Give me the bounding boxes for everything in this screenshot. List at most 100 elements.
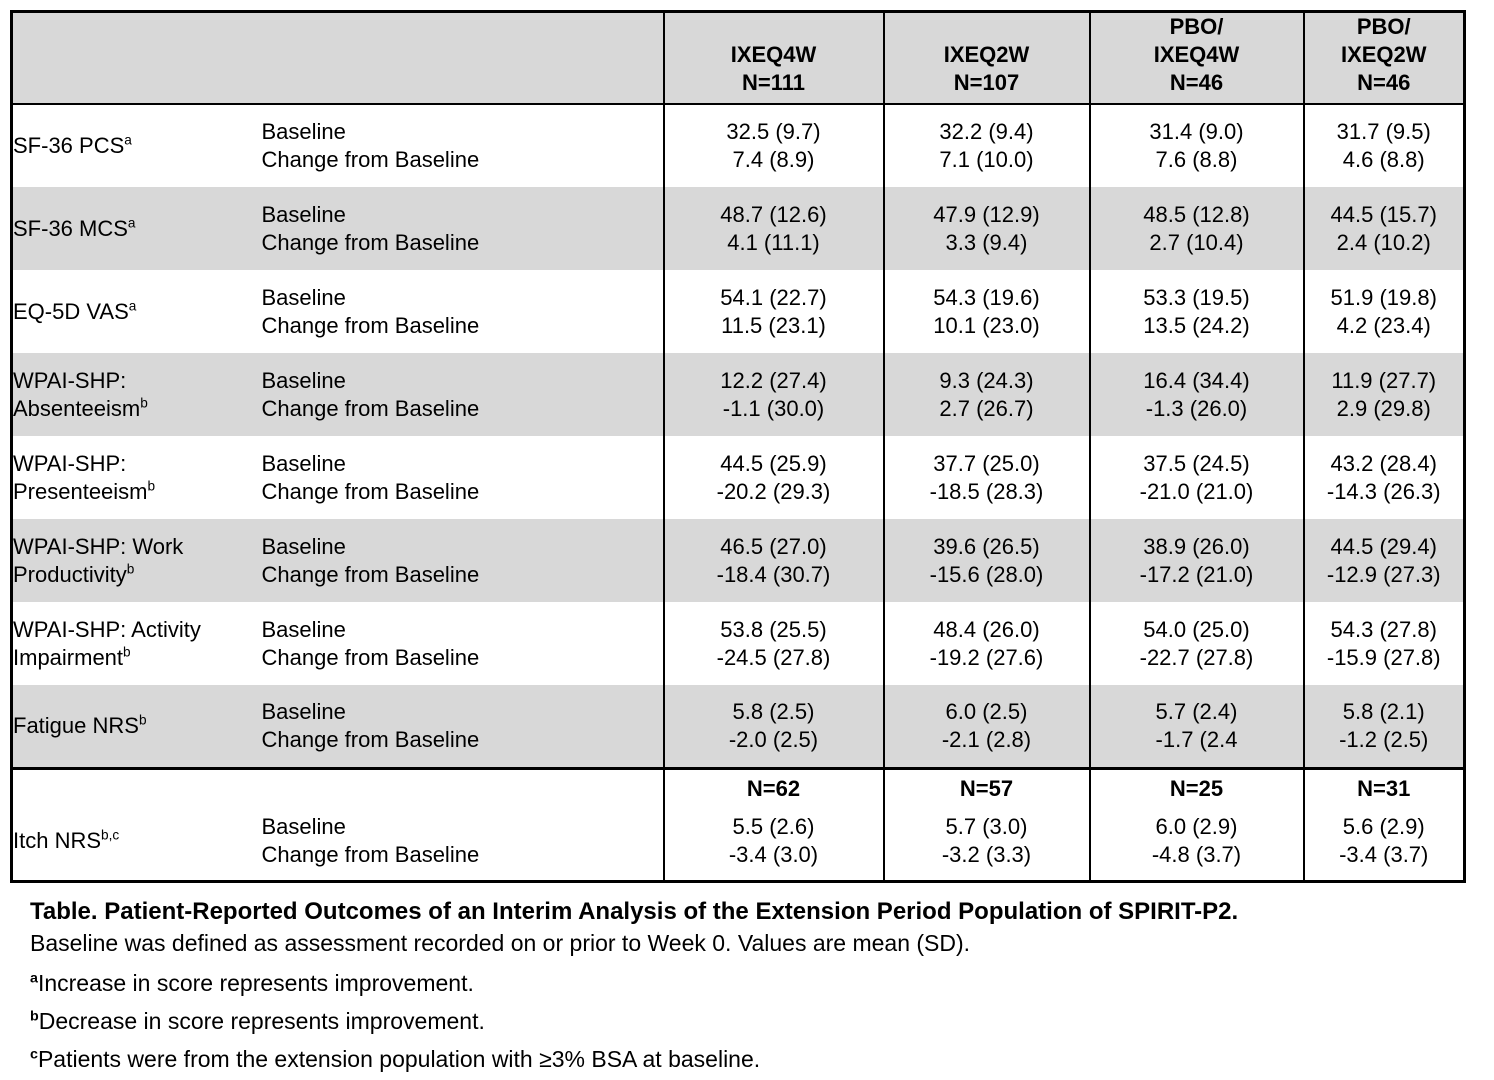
value-line: 9.3 (24.3) xyxy=(939,367,1034,393)
value-line: 13.5 (24.2) xyxy=(1143,312,1250,338)
row-label-line: Fatigue NRSb xyxy=(13,712,147,738)
value-line: 3.3 (9.4) xyxy=(945,229,1028,255)
row-label-line: SF-36 MCSa xyxy=(13,215,136,241)
value-line: 31.4 (9.0) xyxy=(1149,119,1244,144)
value-line: 12.2 (27.4) xyxy=(720,367,827,393)
caption-subtitle: Baseline was defined as assessment recor… xyxy=(30,930,971,956)
value-line: 7.1 (10.0) xyxy=(939,147,1034,172)
value-line: 4.6 (8.8) xyxy=(1342,147,1425,172)
data-cell: N=62 5.5 (2.6) -3.4 (3.0) xyxy=(662,766,884,881)
measure-cell: Baseline Change from Baseline xyxy=(262,602,664,685)
header-cell: PBO/IXEQ4W N=46 xyxy=(1088,11,1304,105)
value-line: -14.3 (26.3) xyxy=(1326,478,1441,504)
measure-cell: Baseline Change from Baseline xyxy=(262,685,664,768)
value-line: 43.2 (28.4) xyxy=(1330,450,1437,476)
data-cell: 32.5 (9.7) 7.4 (8.9) xyxy=(662,104,884,187)
value-line: 32.5 (9.7) xyxy=(726,119,821,144)
measure-cell: Baseline Change from Baseline xyxy=(262,436,664,519)
value-line: 32.2 (9.4) xyxy=(939,119,1034,144)
data-cell: 5.8 (2.1) -1.2 (2.5) xyxy=(1302,685,1465,768)
data-cell: 44.5 (29.4) -12.9 (27.3) xyxy=(1302,519,1465,602)
measure-line: Baseline xyxy=(261,119,346,144)
measure-cell: Baseline Change from Baseline xyxy=(261,766,664,881)
data-cell: 5.7 (2.4) -1.7 (2.4 xyxy=(1088,685,1304,768)
bottom-values: 5.7 (3.0) -3.2 (3.3) xyxy=(886,813,1089,869)
header-row: IXEQ4W N=111 IXEQ2W N=107 PBO/IXEQ4W N=46 PBO/… xyxy=(11,11,1465,105)
data-cell: N=25 6.0 (2.9) -4.8 (3.7) xyxy=(1088,766,1304,881)
value-line: 54.3 (27.8) xyxy=(1330,616,1437,642)
caption-title: Table. Patient-Reported Outcomes of an I… xyxy=(30,898,1239,925)
row-label-superscript: b xyxy=(126,561,135,577)
table-row: Fatigue NRSb Baseline Change from Baseline… xyxy=(11,685,1465,768)
bottom-values: 6.0 (2.9) -4.8 (3.7) xyxy=(1092,813,1303,869)
value-line: 11.5 (23.1) xyxy=(721,312,826,338)
value-line: 7.4 (8.9) xyxy=(732,147,815,172)
value-line: 38.9 (26.0) xyxy=(1143,533,1250,559)
data-cell: 48.7 (12.6) 4.1 (11.1) xyxy=(662,187,884,270)
value-line: 37.5 (24.5) xyxy=(1143,450,1250,476)
value-line: 44.5 (15.7) xyxy=(1330,201,1437,227)
value-line: -24.5 (27.8) xyxy=(716,644,831,670)
measure-line: Change from Baseline xyxy=(261,147,480,172)
value-line: 2.7 (26.7) xyxy=(939,395,1034,421)
value-line: 2.4 (10.2) xyxy=(1336,229,1431,255)
measure-line: Baseline xyxy=(261,367,346,393)
table-row: SF-36 MCSa Baseline Change from Baseline 48… xyxy=(11,187,1465,270)
sub-n-label: N=25 xyxy=(1169,775,1224,801)
value-line: 44.5 (29.4) xyxy=(1330,533,1437,559)
value-line: 5.7 (2.4) xyxy=(1155,698,1238,724)
value-line: -19.2 (27.6) xyxy=(929,644,1044,670)
measure-line: Change from Baseline xyxy=(261,395,480,421)
value-line: 48.5 (12.8) xyxy=(1143,201,1250,227)
header-line: N=107 xyxy=(953,70,1020,95)
value-line: -2.0 (2.5) xyxy=(728,726,819,752)
measure-cell: Baseline Change from Baseline xyxy=(262,104,664,187)
data-cell: 6.0 (2.5) -2.1 (2.8) xyxy=(882,685,1090,768)
header-line: IXEQ4W xyxy=(1153,42,1240,67)
value-line: -12.9 (27.3) xyxy=(1326,561,1441,587)
value-line: 53.3 (19.5) xyxy=(1143,284,1250,310)
footnote-marker: c xyxy=(30,1046,38,1063)
measure-line: Change from Baseline xyxy=(261,561,480,587)
row-label-cell: SF-36 MCSa xyxy=(12,187,262,270)
value-line: 44.5 (25.9) xyxy=(720,450,827,476)
value-line: -1.1 (30.0) xyxy=(722,395,825,421)
measure-line: Baseline xyxy=(261,616,346,642)
row-label-line: WPAI-SHP: Activity xyxy=(13,616,201,642)
value-line: -18.4 (30.7) xyxy=(716,561,831,587)
row-label-line: WPAI-SHP: xyxy=(13,367,127,393)
row-label-line: WPAI-SHP: xyxy=(13,450,127,476)
table-row: WPAI-SHP: Presenteeismb Baseline Change fro… xyxy=(12,436,1465,519)
value-line: 10.1 (23.0) xyxy=(933,312,1040,338)
value-line: -21.0 (21.0) xyxy=(1139,478,1254,504)
row-label-superscript: a xyxy=(128,298,137,314)
value-line: 31.7 (9.5) xyxy=(1336,119,1431,144)
row-label-cell: WPAI-SHP: Presenteeismb xyxy=(12,436,262,519)
row-label-cell: WPAI-SHP: Absenteeismb xyxy=(12,353,262,436)
measure-cell: Baseline Change from Baseline xyxy=(262,187,664,270)
data-cell: 38.9 (26.0) -17.2 (21.0) xyxy=(1088,519,1304,602)
table-row: EQ-5D VASa Baseline Change from Baseline 54… xyxy=(12,270,1465,353)
data-cell: 54.0 (25.0) -22.7 (27.8) xyxy=(1088,602,1304,685)
row-label-cell: Itch NRSb,c xyxy=(11,766,262,881)
table-row: WPAI-SHP: Work Productivityb Baseline Chang… xyxy=(11,519,1465,602)
footnote: aIncrease in score represents improvemen… xyxy=(30,968,1480,998)
value-line: 51.9 (19.8) xyxy=(1330,284,1437,310)
row-label-superscript: b xyxy=(140,395,148,411)
row-label-superscript: b xyxy=(147,478,156,494)
data-cell: 43.2 (28.4) -14.3 (26.3) xyxy=(1302,436,1465,519)
value-line: 53.8 (25.5) xyxy=(720,616,827,642)
value-line: 37.7 (25.0) xyxy=(933,450,1040,476)
data-cell: 5.8 (2.5) -2.0 (2.5) xyxy=(662,685,884,768)
value-line: -1.7 (2.4 xyxy=(1155,726,1238,752)
measure-cell: Baseline Change from Baseline xyxy=(262,270,664,353)
header-cell: IXEQ4W N=111 xyxy=(662,11,884,105)
row-label-cell: SF-36 PCSa xyxy=(12,104,262,187)
data-cell: 44.5 (25.9) -20.2 (29.3) xyxy=(662,436,884,519)
value-line: 4.2 (23.4) xyxy=(1336,312,1431,338)
table-row: SF-36 PCSa Baseline Change from Baseline 32… xyxy=(12,104,1465,187)
row-label-line: EQ-5D VASa xyxy=(13,298,137,324)
value-line: 46.5 (27.0) xyxy=(720,533,827,559)
data-cell: 54.3 (27.8) -15.9 (27.8) xyxy=(1302,602,1465,685)
value-line: 2.7 (10.4) xyxy=(1149,229,1244,255)
